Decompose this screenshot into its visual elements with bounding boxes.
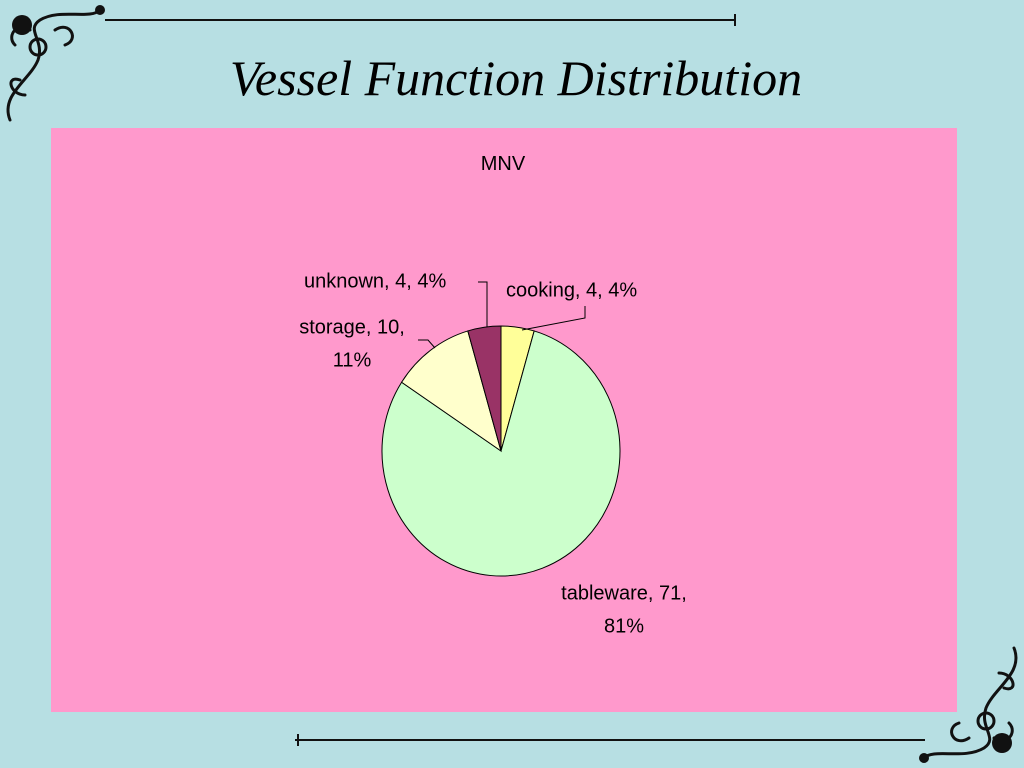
leader-line (521, 306, 586, 331)
leader-lines (418, 281, 586, 349)
ornament-top-left (6, 5, 105, 122)
data-label: cooking, 4, 4% (506, 279, 637, 301)
leader-line (478, 281, 488, 327)
slide-title: Vessel Function Distribution (230, 50, 802, 106)
data-label: storage, 10, (299, 316, 405, 338)
pie-slice (467, 325, 502, 452)
chart-title: MNV (481, 153, 526, 175)
pie-slice (381, 330, 621, 577)
ornament-bottom-right (919, 646, 1018, 763)
data-label: 81% (604, 615, 644, 637)
decoration (6, 5, 1018, 763)
leader-line (418, 339, 436, 349)
pie (381, 325, 621, 577)
pie-slice (400, 330, 502, 453)
data-label: unknown, 4, 4% (304, 270, 447, 292)
data-label: tableware, 71, (561, 582, 687, 604)
data-label: 11% (333, 349, 372, 371)
